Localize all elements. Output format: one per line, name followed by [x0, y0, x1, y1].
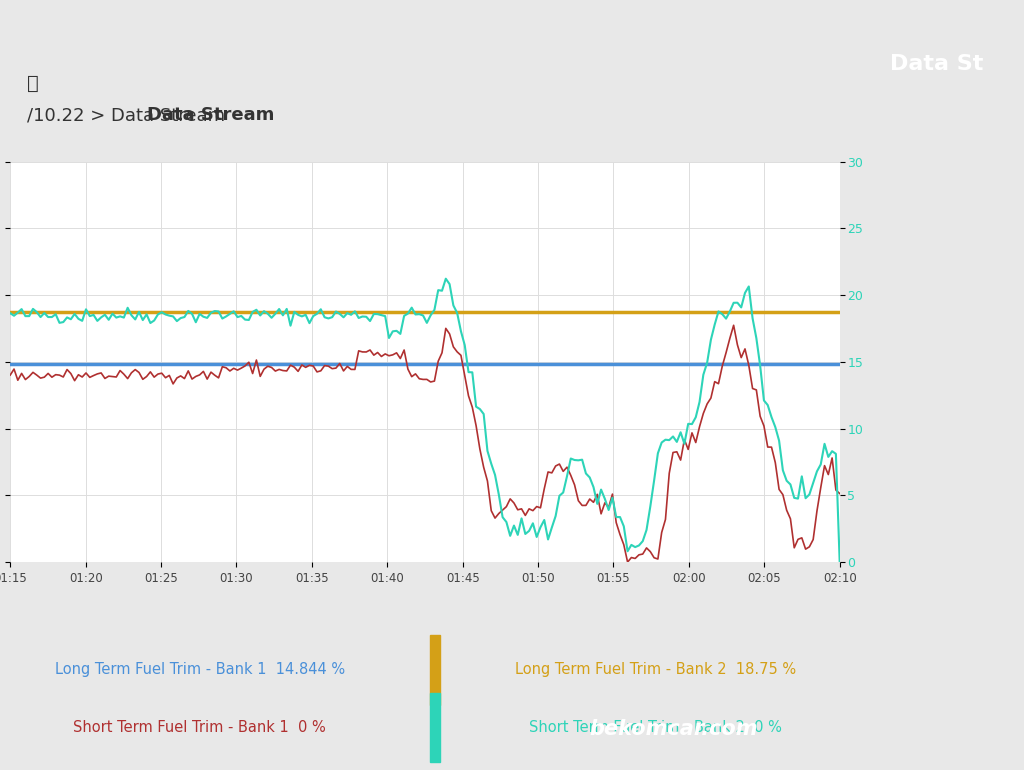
Text: Data St: Data St	[890, 54, 984, 74]
Text: Data Stream: Data Stream	[147, 106, 274, 125]
Text: bekomcar.com: bekomcar.com	[589, 719, 758, 739]
Text: Short Term Fuel Trim - Bank 2  0 %: Short Term Fuel Trim - Bank 2 0 %	[529, 720, 781, 735]
Bar	[430, 693, 440, 762]
Text: Long Term Fuel Trim - Bank 1  14.844 %: Long Term Fuel Trim - Bank 1 14.844 %	[54, 662, 345, 678]
Text: ⬛: ⬛	[27, 74, 39, 93]
Text: Short Term Fuel Trim - Bank 1  0 %: Short Term Fuel Trim - Bank 1 0 %	[74, 720, 326, 735]
Bar	[430, 635, 440, 705]
Text: /10.22 > Data Stream: /10.22 > Data Stream	[27, 106, 225, 125]
Text: Long Term Fuel Trim - Bank 2  18.75 %: Long Term Fuel Trim - Bank 2 18.75 %	[515, 662, 796, 678]
